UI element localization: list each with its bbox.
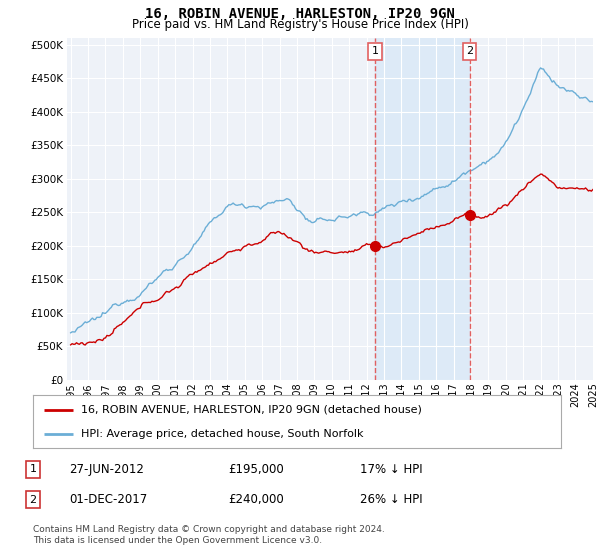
Text: 26% ↓ HPI: 26% ↓ HPI — [360, 493, 422, 506]
Text: 01-DEC-2017: 01-DEC-2017 — [69, 493, 147, 506]
Text: 17% ↓ HPI: 17% ↓ HPI — [360, 463, 422, 476]
Text: HPI: Average price, detached house, South Norfolk: HPI: Average price, detached house, Sout… — [80, 429, 363, 439]
Text: 16, ROBIN AVENUE, HARLESTON, IP20 9GN: 16, ROBIN AVENUE, HARLESTON, IP20 9GN — [145, 7, 455, 21]
Text: 1: 1 — [372, 46, 379, 57]
Text: 2: 2 — [466, 46, 473, 57]
Text: Price paid vs. HM Land Registry's House Price Index (HPI): Price paid vs. HM Land Registry's House … — [131, 18, 469, 31]
Text: Contains HM Land Registry data © Crown copyright and database right 2024.
This d: Contains HM Land Registry data © Crown c… — [33, 525, 385, 545]
Text: 27-JUN-2012: 27-JUN-2012 — [69, 463, 144, 476]
Bar — [375, 38, 470, 380]
Text: 2: 2 — [29, 494, 37, 505]
Text: £195,000: £195,000 — [228, 463, 284, 476]
Text: £240,000: £240,000 — [228, 493, 284, 506]
Text: 1: 1 — [29, 464, 37, 474]
Text: 16, ROBIN AVENUE, HARLESTON, IP20 9GN (detached house): 16, ROBIN AVENUE, HARLESTON, IP20 9GN (d… — [80, 405, 421, 415]
